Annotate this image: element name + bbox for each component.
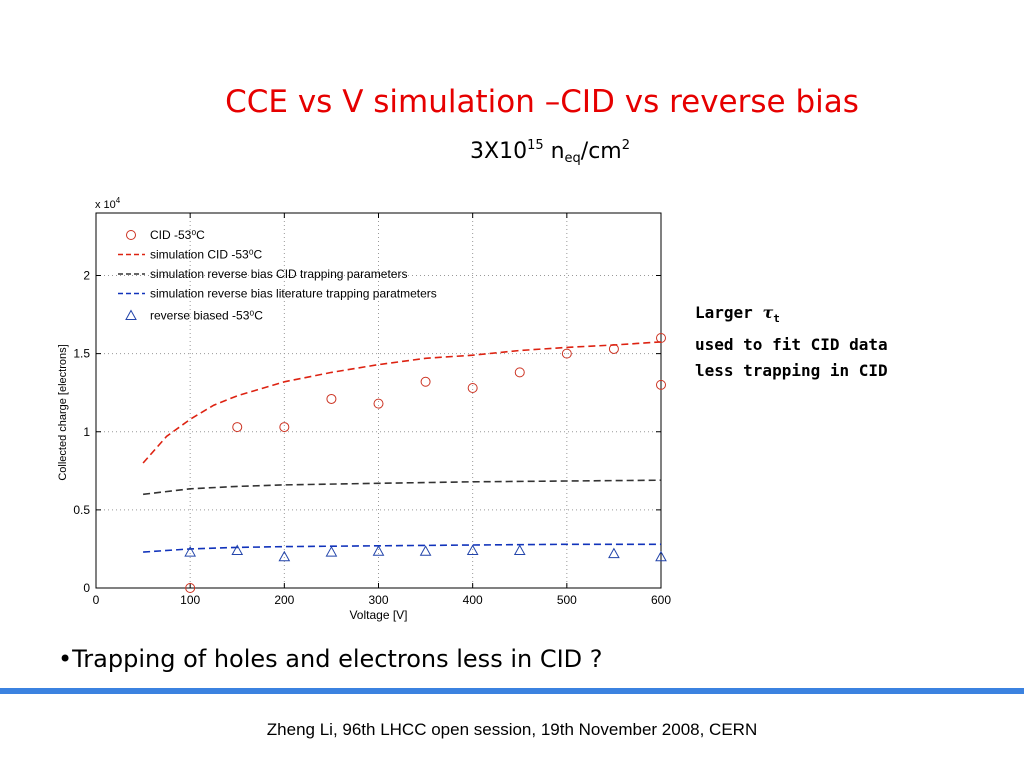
legend-label: reverse biased -53⁰C bbox=[150, 309, 263, 323]
x-tick-label: 500 bbox=[557, 593, 577, 607]
legend-swatch bbox=[126, 230, 136, 240]
y-tick-label: 1.5 bbox=[73, 347, 90, 361]
data-point-0 bbox=[420, 376, 431, 387]
y-axis-label: Collected charge [electrons] bbox=[57, 344, 69, 480]
note-tau: τ bbox=[762, 303, 774, 322]
data-point-4 bbox=[325, 546, 338, 557]
data-point-4 bbox=[372, 545, 385, 556]
legend-label: CID -53⁰C bbox=[150, 228, 205, 242]
legend-label: simulation CID -53⁰C bbox=[150, 248, 263, 262]
series-line-1 bbox=[142, 341, 662, 464]
data-point-4 bbox=[278, 550, 291, 562]
x-tick-label: 100 bbox=[180, 593, 200, 607]
note-line-1: Larger τt bbox=[695, 300, 888, 332]
data-point-0 bbox=[514, 367, 525, 378]
cce-chart: 0 100 200 300 400 500 600 0 0.5 1 1.5 2 Voltage [V] C… bbox=[57, 196, 671, 622]
subtitle-unit: /cm bbox=[580, 139, 622, 164]
data-point-0 bbox=[326, 393, 337, 404]
y-tick-label: 2 bbox=[83, 269, 90, 283]
legend-swatch bbox=[125, 309, 137, 320]
data-point-4 bbox=[419, 545, 432, 556]
data-point-0 bbox=[656, 379, 666, 390]
data-point-0 bbox=[561, 348, 572, 359]
series-line-2 bbox=[143, 479, 662, 496]
y-multiplier: x 104 bbox=[95, 196, 121, 211]
annotation-note: Larger τt used to fit CID data less trap… bbox=[695, 300, 888, 384]
subtitle-unit-exponent: 2 bbox=[621, 138, 631, 153]
x-axis-label: Voltage [V] bbox=[349, 608, 407, 622]
slide-title: CCE vs V simulation –CID vs reverse bias bbox=[225, 84, 859, 120]
subtitle-base: 3X10 bbox=[470, 139, 528, 164]
x-tick-label: 200 bbox=[274, 593, 294, 607]
y-tick-label: 0 bbox=[83, 581, 90, 595]
note-line-2: used to fit CID data bbox=[695, 335, 888, 355]
note-larger: Larger bbox=[695, 303, 753, 322]
x-tick-label: 600 bbox=[651, 593, 671, 607]
subtitle-eq: eq bbox=[564, 151, 581, 166]
data-point-4 bbox=[184, 546, 197, 557]
note-line-3: less trapping in CID bbox=[695, 361, 888, 381]
legend-label: simulation reverse bias literature trapp… bbox=[150, 287, 437, 301]
note-tau-sub: t bbox=[773, 312, 780, 326]
data-point-0 bbox=[467, 383, 478, 393]
x-tick-label: 300 bbox=[368, 593, 388, 607]
data-point-0 bbox=[232, 422, 243, 433]
subtitle-exponent: 15 bbox=[527, 138, 544, 153]
x-tick-label: 0 bbox=[93, 593, 100, 607]
y-tick-label: 0.5 bbox=[73, 503, 90, 517]
legend-label: simulation reverse bias CID trapping par… bbox=[150, 267, 407, 281]
data-point-0 bbox=[373, 398, 384, 409]
subtitle-n: n bbox=[543, 139, 565, 164]
data-point-4 bbox=[608, 547, 620, 559]
bullet-point: •Trapping of holes and electrons less in… bbox=[58, 645, 603, 673]
data-point-4 bbox=[513, 544, 526, 555]
data-point-0 bbox=[185, 583, 196, 593]
data-point-0 bbox=[279, 422, 290, 433]
x-tick-label: 400 bbox=[463, 593, 483, 607]
data-point-4 bbox=[655, 550, 667, 562]
y-tick-label: 1 bbox=[83, 425, 90, 439]
divider-line bbox=[0, 688, 1024, 694]
data-point-4 bbox=[466, 544, 479, 555]
data-point-4 bbox=[231, 544, 244, 555]
fluence-subtitle: 3X1015 neq/cm2 bbox=[470, 138, 630, 166]
footer-credit: Zheng Li, 96th LHCC open session, 19th N… bbox=[266, 720, 758, 739]
